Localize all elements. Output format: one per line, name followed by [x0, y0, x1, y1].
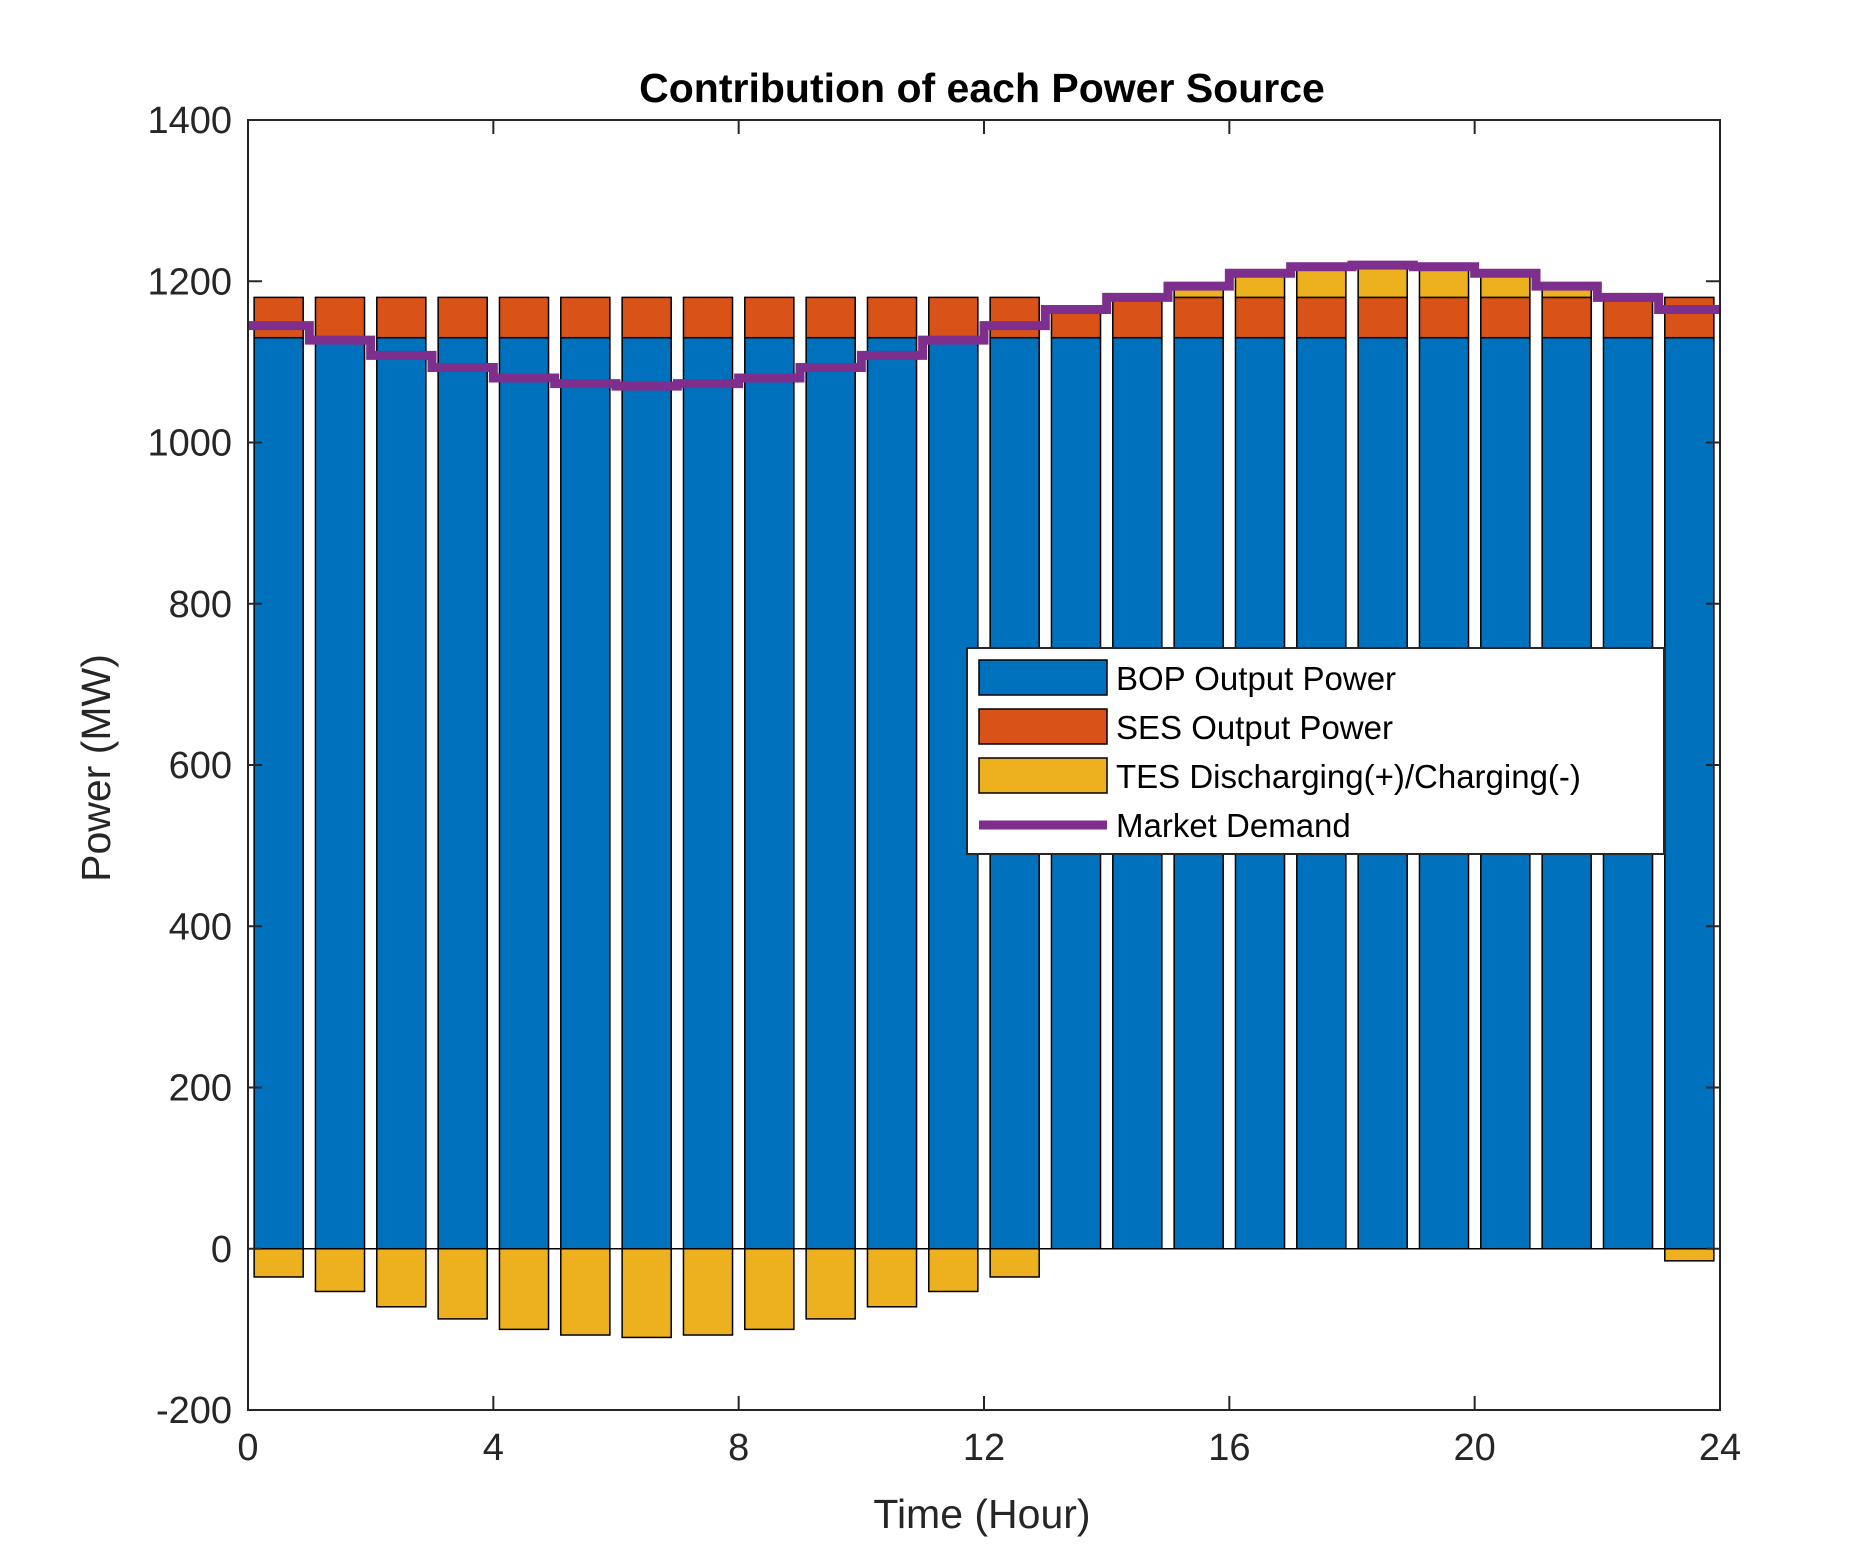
tes-bar: [437, 1248, 488, 1320]
tes-bar: [682, 1248, 734, 1336]
tes-bar: [744, 1248, 795, 1331]
tes-bar: [1418, 265, 1470, 299]
ses-bar: [1173, 296, 1224, 339]
tes-bar: [498, 1248, 550, 1331]
x-tick-label: 8: [728, 1427, 749, 1469]
ses-bar: [744, 296, 795, 339]
ses-bar: [1541, 296, 1592, 339]
x-tick-label: 16: [1208, 1427, 1250, 1469]
ses-bar: [1357, 296, 1408, 339]
y-tick-label: 800: [169, 584, 232, 626]
tes-bar: [805, 1248, 856, 1320]
legend-label-ses: SES Output Power: [1116, 709, 1393, 746]
ses-bar: [1296, 296, 1347, 339]
x-tick-label: 0: [237, 1427, 258, 1469]
bop-bar: [437, 336, 488, 1250]
legend-label-tes: TES Discharging(+)/Charging(-): [1116, 758, 1581, 795]
x-tick-label: 24: [1699, 1427, 1741, 1469]
tes-bar: [376, 1248, 427, 1308]
ses-bar: [253, 296, 304, 339]
tes-bar: [560, 1248, 611, 1336]
legend-swatch-bop: [978, 659, 1108, 696]
y-tick-label: 1000: [147, 423, 232, 465]
ses-bar: [498, 296, 550, 339]
tes-bar: [314, 1248, 366, 1293]
ses-bar: [1480, 296, 1531, 339]
bop-bar: [744, 336, 795, 1250]
ses-bar: [1602, 296, 1654, 339]
ses-bar: [805, 296, 856, 339]
tes-bar: [1664, 1248, 1715, 1262]
ses-bar: [682, 296, 734, 339]
x-tick-label: 20: [1454, 1427, 1496, 1469]
ses-bar: [1418, 296, 1470, 339]
ses-bar: [866, 296, 918, 339]
ses-bar: [1112, 296, 1163, 339]
y-tick-label: 1200: [147, 261, 232, 303]
y-tick-label: 1400: [147, 100, 232, 142]
legend-label-demand: Market Demand: [1116, 807, 1351, 844]
bop-bar: [805, 336, 856, 1250]
bop-bar: [621, 336, 672, 1250]
ses-bar: [437, 296, 488, 339]
y-tick-label: 200: [169, 1068, 232, 1110]
bop-bar: [314, 336, 366, 1250]
y-tick-label: 400: [169, 906, 232, 948]
ses-bar: [928, 296, 979, 339]
legend: BOP Output Power SES Output Power TES Di…: [966, 647, 1665, 855]
bop-bar: [253, 336, 304, 1250]
ses-bar: [621, 296, 672, 339]
ses-bar: [989, 296, 1040, 339]
ses-bar: [376, 296, 427, 339]
y-tick-label: 600: [169, 745, 232, 787]
tes-bar: [989, 1248, 1040, 1278]
y-tick-label: 0: [211, 1229, 232, 1271]
bop-bar: [682, 336, 734, 1250]
tes-bar: [866, 1248, 918, 1308]
tes-bar: [253, 1248, 304, 1278]
ses-bar: [1664, 296, 1715, 339]
legend-swatch-tes: [978, 757, 1108, 794]
tes-bar: [928, 1248, 979, 1293]
bop-bar: [560, 336, 611, 1250]
ses-bar: [1234, 296, 1286, 339]
x-tick-label: 12: [963, 1427, 1005, 1469]
ses-bar: [560, 296, 611, 339]
market-demand-line: [248, 260, 1720, 391]
legend-label-bop: BOP Output Power: [1116, 660, 1396, 697]
tes-bar: [1296, 265, 1347, 299]
x-tick-label: 4: [483, 1427, 504, 1469]
x-axis-title: Time (Hour): [873, 1491, 1090, 1537]
legend-swatch-ses: [978, 708, 1108, 745]
bop-bar: [1664, 336, 1715, 1250]
chart-title: Contribution of each Power Source: [639, 65, 1325, 111]
y-tick-label: -200: [156, 1390, 232, 1432]
bop-bar: [866, 336, 918, 1250]
bop-bar: [498, 336, 550, 1250]
y-axis-title: Power (MW): [73, 654, 119, 882]
tes-bar: [1357, 264, 1408, 299]
ses-bar: [314, 296, 366, 339]
tes-bar: [621, 1248, 672, 1339]
bop-bar: [376, 336, 427, 1250]
